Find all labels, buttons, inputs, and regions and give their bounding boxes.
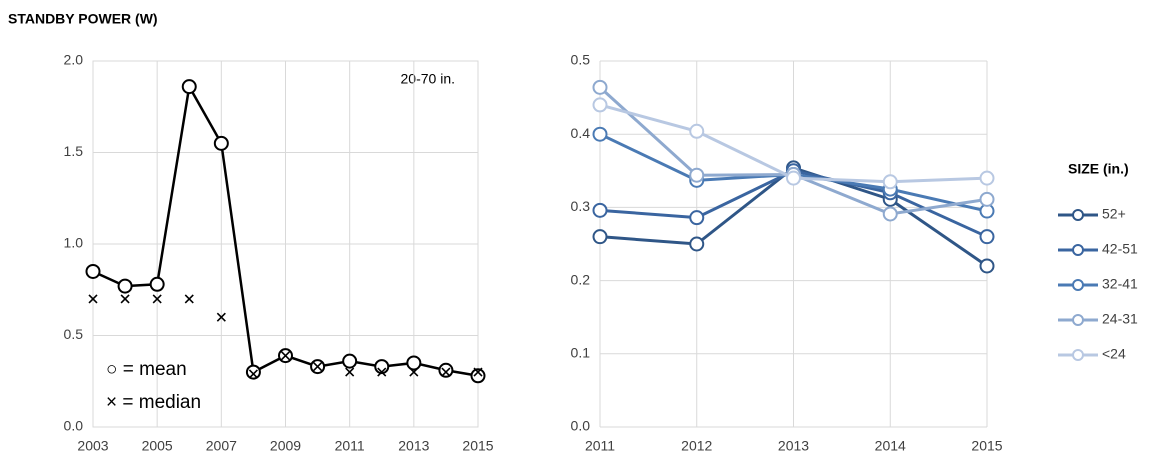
legend-label: <24 [1102,346,1126,362]
x-tick-label: 2007 [206,438,237,454]
marker [979,229,995,245]
marker [441,367,451,377]
y-tick-label: 0.4 [571,125,591,141]
legend-marker [1072,279,1084,291]
marker [406,355,422,371]
x-tick-label: 2005 [142,438,173,454]
marker [979,191,995,207]
x-tick-label: 2011 [335,438,365,454]
marker [152,294,162,304]
marker [216,312,226,322]
y-tick-label: 0.3 [571,198,591,214]
y-tick-label: 0.0 [571,418,591,434]
marker [184,294,194,304]
y-tick-label: 1.0 [64,235,84,251]
marker [117,278,133,294]
marker [85,263,101,279]
annotation: 20-70 in. [401,71,455,87]
marker [213,135,229,151]
x-tick-label: 2015 [462,438,493,454]
legend-marker [1072,349,1084,361]
legend-marker [1072,209,1084,221]
marker [409,367,419,377]
marker [313,362,323,372]
marker [470,368,486,384]
legend-label: ○ = mean [106,359,187,380]
marker [689,210,705,226]
marker [592,229,608,245]
marker [979,258,995,274]
x-tick-label: 2015 [971,438,1002,454]
marker [345,367,355,377]
marker [689,123,705,139]
marker [786,170,801,186]
legend-marker [1072,314,1084,326]
legend-label: 24-31 [1102,311,1138,327]
marker [689,236,705,252]
marker [245,364,261,380]
y-tick-label: 0.1 [571,345,591,361]
plot-frame [92,60,479,428]
x-tick-label: 2013 [398,438,429,454]
legend-label: 42-51 [1102,241,1138,257]
marker [979,170,995,186]
x-tick-label: 2014 [875,438,906,454]
x-tick-label: 2013 [778,438,809,454]
x-tick-label: 2003 [77,438,108,454]
marker [473,367,483,377]
marker [882,174,898,190]
marker [592,97,608,113]
marker [342,353,358,369]
y-tick-label: 1.5 [64,143,84,159]
marker [149,276,165,292]
marker [248,369,258,379]
legend-label: 32-41 [1102,276,1138,292]
y-tick-label: 0.2 [571,271,591,287]
y-tick-label: 0.0 [64,418,84,434]
marker [181,79,197,95]
marker [882,206,898,222]
marker [280,351,291,361]
y-tick-label: 0.5 [64,326,84,342]
marker [120,294,130,304]
legend-label: × = median [106,392,201,413]
x-tick-label: 2009 [270,438,301,454]
marker [592,79,608,95]
x-tick-label: 2011 [585,438,615,454]
legend-marker [1072,244,1084,256]
y-tick-label: 2.0 [64,52,84,68]
marker [88,294,98,304]
chart-title: STANDBY POWER (W) [8,11,158,27]
legend-title: SIZE (in.) [1068,161,1129,177]
marker [689,167,705,183]
x-tick-label: 2012 [681,438,712,454]
marker [592,202,608,218]
marker [377,367,387,377]
marker [592,126,608,142]
y-tick-label: 0.5 [571,52,591,68]
legend-label: 52+ [1102,206,1126,222]
marker [438,362,454,378]
